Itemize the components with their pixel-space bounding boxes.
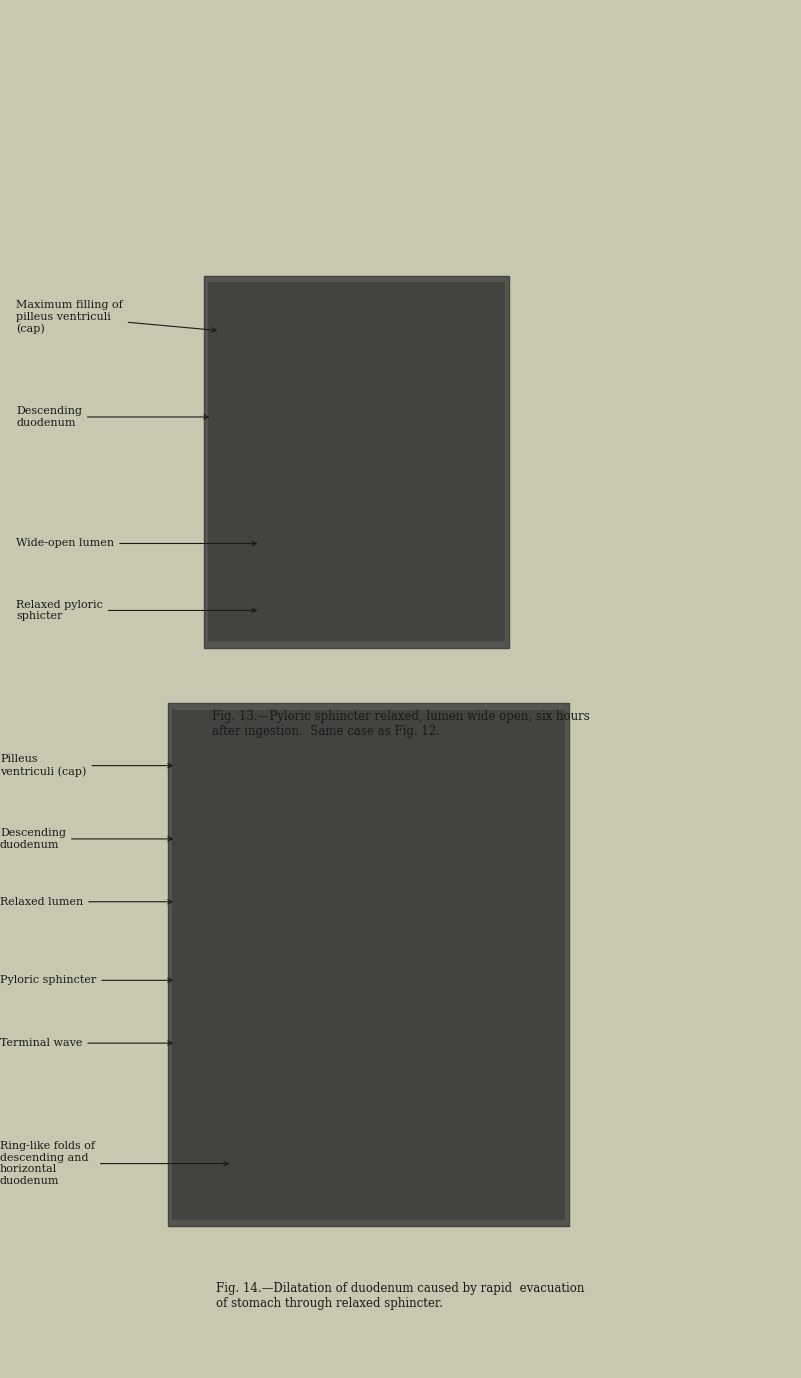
Bar [168, 703, 569, 1226]
Bar [172, 710, 565, 1220]
Text: Wide-open lumen: Wide-open lumen [16, 539, 256, 548]
Text: Fig. 14.—Dilatation of duodenum caused by rapid  evacuation
of stomach through r: Fig. 14.—Dilatation of duodenum caused b… [216, 1282, 585, 1309]
Text: Maximum filling of
pilleus ventriculi
(cap): Maximum filling of pilleus ventriculi (c… [16, 300, 216, 333]
Text: Terminal wave: Terminal wave [0, 1038, 172, 1049]
Text: Pyloric sphincter: Pyloric sphincter [0, 976, 172, 985]
Text: Relaxed pyloric
sphicter: Relaxed pyloric sphicter [16, 599, 256, 621]
Text: Ring-like folds of
descending and
horizontal
duodenum: Ring-like folds of descending and horizo… [0, 1141, 228, 1186]
Text: Descending
duodenum: Descending duodenum [16, 407, 208, 427]
Bar [208, 282, 505, 641]
Text: Pilleus
ventriculi (cap): Pilleus ventriculi (cap) [0, 755, 172, 777]
Text: Descending
duodenum: Descending duodenum [0, 828, 172, 850]
Text: Relaxed lumen: Relaxed lumen [0, 897, 172, 907]
Text: Fig. 13.—Pyloric sphincter relaxed, lumen wide open, six hours
after ingestion. : Fig. 13.—Pyloric sphincter relaxed, lume… [211, 710, 590, 737]
Bar [204, 276, 509, 648]
